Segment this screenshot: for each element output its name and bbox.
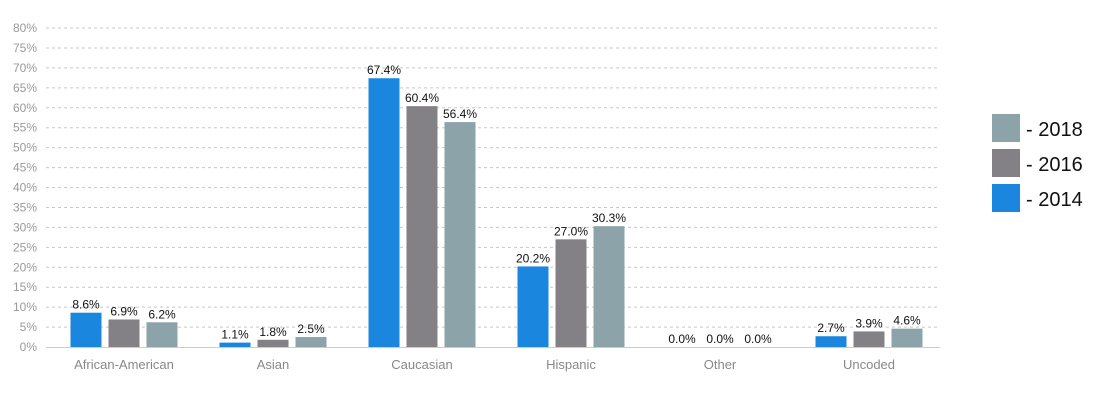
y-tick-label: 80% [13, 21, 37, 35]
grid-lines [46, 27, 940, 328]
data-label: 6.9% [110, 304, 138, 318]
y-tick-label: 70% [13, 61, 37, 75]
legend-swatch [992, 149, 1020, 177]
data-label: 67.4% [367, 63, 401, 77]
data-label: 60.4% [405, 91, 439, 105]
x-category-label: Uncoded [843, 357, 895, 372]
y-tick-label: 50% [13, 141, 37, 155]
data-label: 0.0% [668, 332, 696, 346]
x-category-label: African-American [74, 357, 174, 372]
legend-swatch [992, 114, 1020, 142]
bar-african-american-2014 [70, 312, 102, 347]
bar-asian-2018 [295, 337, 327, 347]
y-tick-label: 35% [13, 200, 37, 214]
bar-asian-2014 [219, 342, 251, 347]
bar-hispanic-2014 [517, 266, 549, 347]
y-tick-label: 75% [13, 41, 37, 55]
data-label: 1.8% [259, 325, 287, 339]
y-tick-label: 40% [13, 181, 37, 195]
data-label: 2.5% [297, 322, 325, 336]
legend: - 2018 - 2016 - 2014 [992, 114, 1083, 212]
bar-african-american-2018 [146, 322, 178, 347]
y-tick-label: 0% [20, 340, 38, 354]
x-category-label: Hispanic [546, 357, 596, 372]
y-tick-label: 65% [13, 81, 37, 95]
bar-caucasian-2018 [444, 122, 476, 347]
legend-label: - 2016 [1026, 154, 1083, 176]
data-label: 4.6% [893, 314, 921, 328]
y-tick-label: 5% [20, 320, 38, 334]
data-label: 2.7% [817, 321, 845, 335]
bar-asian-2016 [257, 339, 289, 347]
legend-swatch [992, 184, 1020, 212]
y-tick-label: 55% [13, 121, 37, 135]
bar-caucasian-2016 [406, 106, 438, 347]
y-tick-label: 60% [13, 101, 37, 115]
x-category-label: Other [704, 357, 737, 372]
data-label: 8.6% [72, 298, 100, 312]
y-tick-label: 10% [13, 300, 37, 314]
y-tick-label: 30% [13, 220, 37, 234]
y-tick-label: 20% [13, 260, 37, 274]
bars [70, 78, 923, 348]
bar-uncoded-2014 [815, 336, 847, 347]
x-category-label: Caucasian [391, 357, 452, 372]
data-label: 0.0% [744, 332, 772, 346]
data-label: 20.2% [516, 251, 550, 265]
data-label: 56.4% [443, 107, 477, 121]
bar-hispanic-2016 [555, 239, 587, 347]
data-label: 30.3% [592, 211, 626, 225]
x-axis-categories: African-American Asian Caucasian Hispanic Ot… [74, 357, 895, 372]
x-category-label: Asian [257, 357, 290, 372]
data-labels: 8.6% 6.9% 6.2% 1.1% 1.8% 2.5% 67.4% 60.4% 56.4% 2… [72, 63, 921, 346]
bar-caucasian-2014 [368, 78, 400, 348]
data-label: 1.1% [221, 328, 249, 342]
bar-hispanic-2018 [593, 226, 625, 347]
bar-uncoded-2018 [891, 328, 923, 347]
y-tick-label: 25% [13, 240, 37, 254]
legend-label: - 2018 [1026, 119, 1083, 141]
y-tick-label: 45% [13, 161, 37, 175]
data-label: 3.9% [855, 316, 883, 330]
data-label: 6.2% [148, 307, 176, 321]
y-axis-ticks: 0% 5% 10% 15% 20% 25% 30% 35% 40% 45% 50% 55% 60% 65%… [13, 21, 37, 354]
bar-african-american-2016 [108, 319, 140, 347]
bar-uncoded-2016 [853, 331, 885, 347]
data-label: 0.0% [706, 332, 734, 346]
data-label: 27.0% [554, 224, 588, 238]
y-tick-label: 15% [13, 280, 37, 294]
legend-label: - 2014 [1026, 189, 1083, 211]
